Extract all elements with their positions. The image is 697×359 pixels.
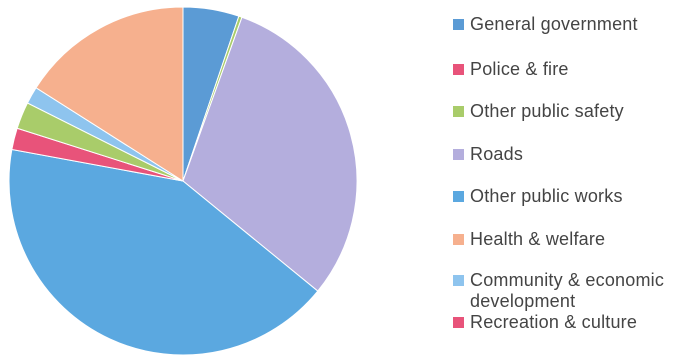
pie-slice-other-public-works-3 xyxy=(8,148,319,356)
pie-slice-roads-2 xyxy=(182,16,358,292)
legend-swatch-police-fire xyxy=(453,64,464,75)
legend-label-general-government: General government xyxy=(470,14,638,34)
pie-plot xyxy=(8,6,358,356)
legend-swatch-other-public-works xyxy=(453,191,464,202)
legend-item-other-public-safety: Other public safety xyxy=(453,101,697,122)
legend-item-roads: Roads xyxy=(453,144,697,165)
legend-swatch-other-public-safety xyxy=(453,106,464,117)
legend-label-recreation-culture: Recreation & culture xyxy=(470,312,638,332)
legend-label-police-fire: Police & fire xyxy=(470,59,569,79)
legend-label-other-public-safety: Other public safety xyxy=(470,101,624,121)
legend-item-community-economic-development: Community & economic development xyxy=(453,270,697,312)
legend-item-general-government: General government xyxy=(453,14,697,35)
legend-label-community-economic-development: Community & economic development xyxy=(470,270,665,311)
legend-swatch-recreation-culture xyxy=(453,317,464,328)
legend-swatch-general-government xyxy=(453,19,464,30)
legend-item-police-fire: Police & fire xyxy=(453,59,697,80)
legend-swatch-roads xyxy=(453,149,464,160)
legend-swatch-community-economic-development xyxy=(453,275,464,286)
legend: General government Police & fire Other p… xyxy=(453,14,697,344)
legend-label-health-welfare: Health & welfare xyxy=(470,229,606,249)
legend-swatch-health-welfare xyxy=(453,234,464,245)
legend-label-roads: Roads xyxy=(470,144,524,164)
legend-item-health-welfare: Health & welfare xyxy=(453,229,697,250)
pie-slice-health-welfare-7 xyxy=(35,6,184,182)
legend-item-recreation-culture: Recreation & culture xyxy=(453,312,697,333)
legend-item-other-public-works: Other public works xyxy=(453,186,697,207)
legend-label-other-public-works: Other public works xyxy=(470,186,623,206)
